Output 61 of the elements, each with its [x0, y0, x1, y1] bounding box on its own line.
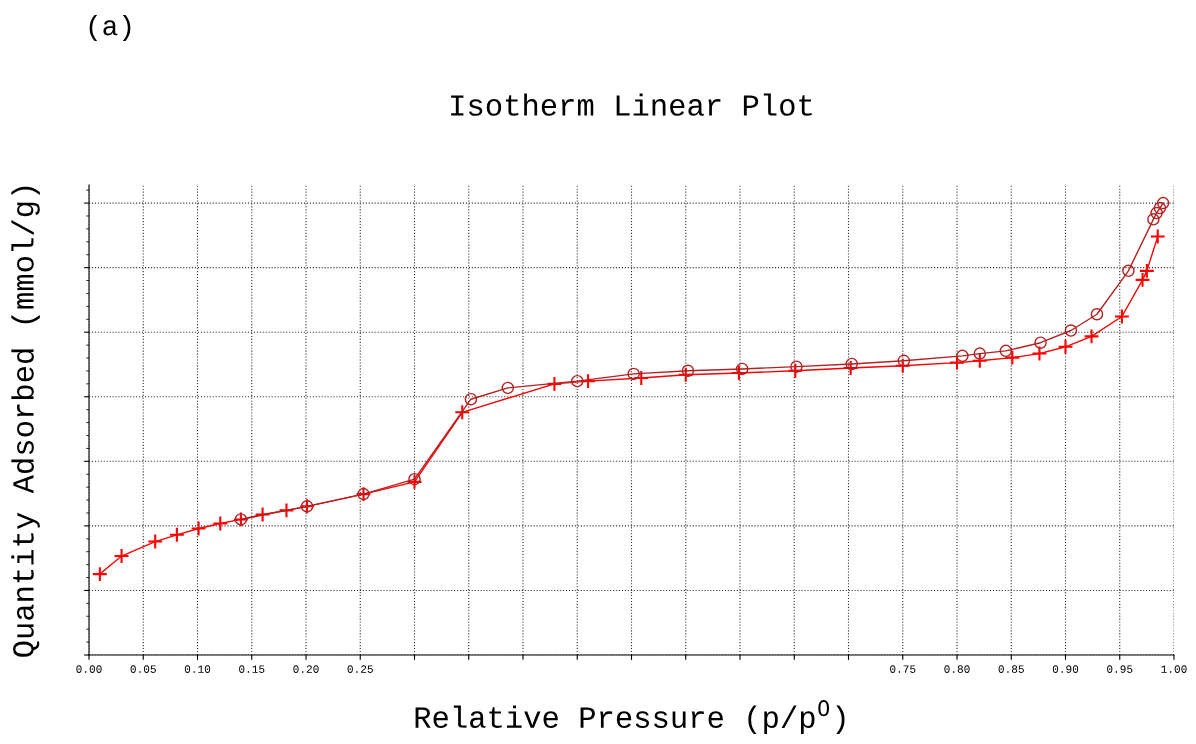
point: [147, 533, 164, 550]
point: [278, 502, 295, 519]
point: [406, 473, 423, 490]
point: [1153, 201, 1167, 215]
point: [999, 344, 1013, 358]
x-tick-label: 0.90: [1052, 665, 1079, 673]
point: [91, 566, 108, 583]
point: [464, 392, 478, 406]
point: [408, 472, 421, 486]
chart-title: Isotherm Linear Plot: [451, 93, 812, 116]
x-tick-label: 0.05: [130, 665, 156, 673]
point: [570, 374, 584, 388]
point: [580, 373, 597, 390]
x-tick-label: 0.25: [347, 665, 373, 673]
point: [168, 526, 185, 543]
point: [1156, 196, 1170, 210]
x-tick-label: 0.15: [239, 665, 265, 673]
point: [971, 352, 988, 369]
point: [735, 362, 749, 376]
x-tick-label: 0.10: [184, 665, 211, 673]
point: [633, 369, 650, 386]
y-axis-title: Quantity Adsorbed (mmol/g): [11, 186, 40, 657]
point: [1122, 264, 1135, 278]
point: [842, 360, 859, 377]
x-tick-label: 0.80: [944, 665, 970, 673]
point: [190, 520, 207, 537]
point: [973, 347, 987, 360]
point: [1057, 338, 1074, 355]
point: [1031, 345, 1048, 362]
point: [1147, 213, 1160, 226]
point: [1113, 308, 1130, 325]
point: [1083, 328, 1100, 345]
point: [454, 404, 471, 421]
point: [956, 349, 969, 363]
point: [897, 354, 911, 368]
x-tick-label: 0.20: [293, 665, 319, 673]
x-tick-label: 0.95: [1107, 665, 1133, 673]
point: [1149, 228, 1166, 245]
point: [1150, 206, 1163, 220]
point: [730, 365, 747, 381]
point: [212, 515, 229, 532]
point: [681, 364, 695, 377]
text: (a): [89, 15, 131, 41]
point: [1004, 349, 1021, 366]
point: [113, 548, 130, 565]
x-tick-label: 0.85: [998, 665, 1024, 673]
point: [787, 362, 804, 379]
point: [1034, 336, 1047, 349]
point: [1090, 307, 1104, 321]
point: [501, 381, 515, 395]
point: [845, 357, 859, 371]
point: [254, 506, 271, 523]
point: [677, 366, 694, 383]
x-tick-label: 0.00: [76, 665, 102, 673]
x-tick-label: 1.00: [1161, 665, 1187, 673]
x-tick-label: 0.75: [890, 665, 916, 673]
point: [790, 360, 803, 373]
point: [894, 357, 911, 374]
point: [1064, 324, 1078, 337]
x-axis-title: Relative Pressure (p/p$^{0}$): [415, 700, 845, 734]
point: [627, 367, 640, 381]
